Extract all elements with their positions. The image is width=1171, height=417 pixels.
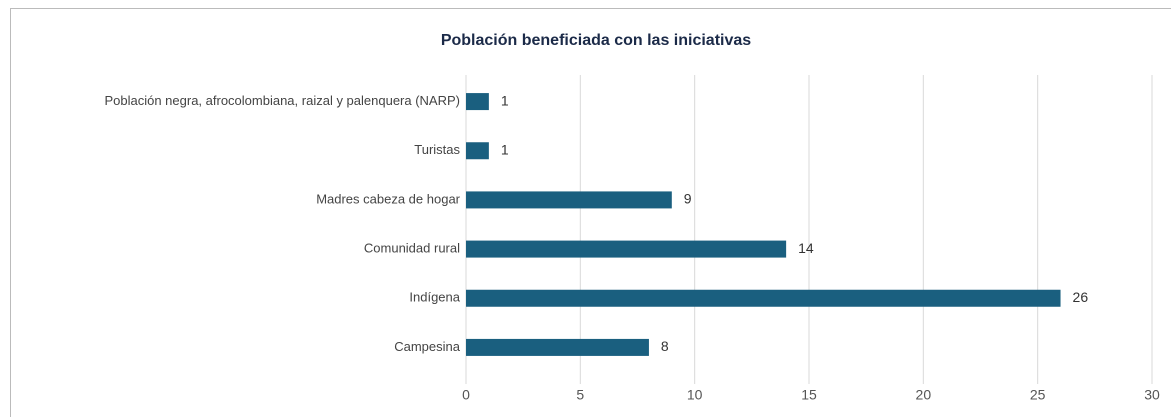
y-tick-label: Madres cabeza de hogar [316, 191, 460, 206]
bar [466, 93, 489, 111]
bar [466, 191, 672, 209]
chart-title: Población beneficiada con las iniciativa… [441, 32, 751, 49]
x-tick-label: 5 [576, 387, 584, 403]
x-tick-label: 0 [462, 387, 470, 403]
x-tick-label: 20 [916, 387, 932, 403]
y-tick-label: Comunidad rural [364, 241, 460, 256]
bar [466, 142, 489, 160]
x-tick-label: 30 [1144, 387, 1160, 403]
value-label: 14 [798, 240, 814, 256]
bar [466, 338, 649, 356]
x-tick-label: 25 [1030, 387, 1046, 403]
value-label: 9 [684, 191, 692, 207]
y-tick-label: Campesina [394, 339, 461, 354]
value-label: 26 [1073, 289, 1089, 305]
x-tick-label: 15 [801, 387, 817, 403]
bar [466, 289, 1061, 307]
y-tick-label: Turistas [414, 142, 460, 157]
value-label: 1 [501, 92, 509, 108]
x-tick-label: 10 [687, 387, 703, 403]
bar [466, 240, 787, 258]
y-tick-label: Población negra, afrocolombiana, raizal … [104, 93, 460, 108]
value-label: 8 [661, 338, 669, 354]
value-label: 1 [501, 141, 509, 157]
y-tick-label: Indígena [409, 290, 460, 305]
